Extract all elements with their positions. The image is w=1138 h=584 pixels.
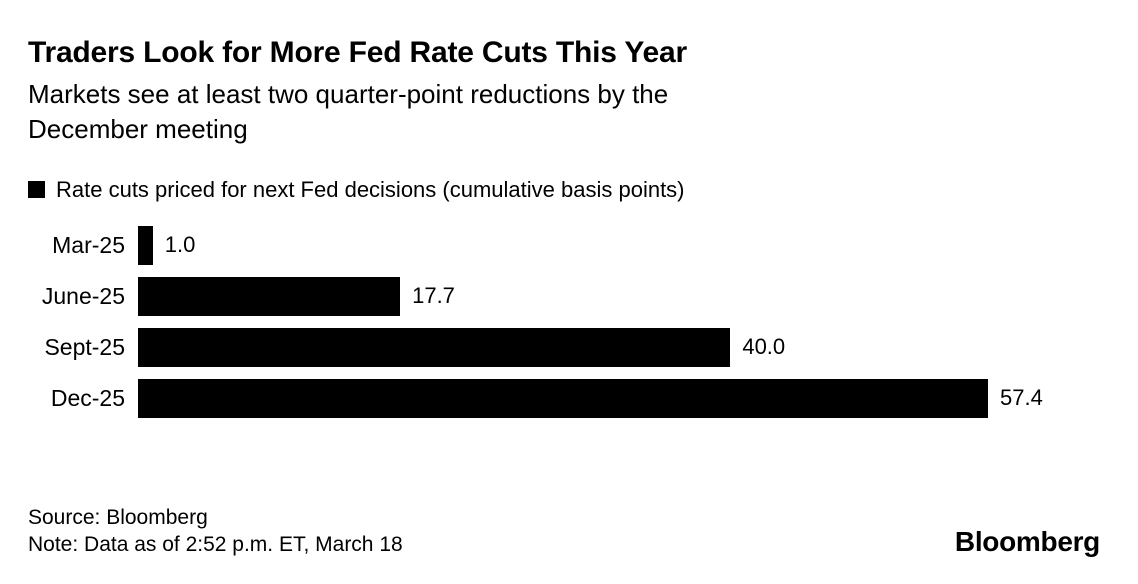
source-line: Source: Bloomberg — [28, 506, 208, 529]
legend-label: Rate cuts priced for next Fed decisions … — [56, 176, 685, 202]
chart-subtitle-line-1: Markets see at least two quarter-point r… — [28, 78, 669, 109]
bar-track: 40.0 — [138, 327, 988, 367]
category-label: Mar-25 — [52, 231, 125, 258]
note-line: Note: Data as of 2:52 p.m. ET, March 18 — [28, 533, 403, 556]
legend: Rate cuts priced for next Fed decisions … — [28, 177, 1110, 203]
chart-subtitle-line-2: December meeting — [28, 113, 248, 144]
bar-track: 17.7 — [138, 276, 988, 316]
bar-row: Sept-25 40.0 — [28, 322, 1110, 373]
bar-row: Dec-25 57.4 — [28, 373, 1110, 424]
value-label: 1.0 — [164, 232, 196, 258]
value-label: 17.7 — [412, 283, 455, 309]
value-label: 40.0 — [742, 334, 786, 360]
category-label: Dec-25 — [50, 384, 125, 411]
bar-sept-25 — [138, 327, 731, 367]
bar-track: 57.4 — [138, 378, 1043, 418]
category-label: Sept-25 — [44, 333, 125, 360]
bar-track: 1.0 — [138, 225, 988, 265]
bar-dec-25 — [138, 378, 988, 418]
chart-subtitle: Markets see at least two quarter-point r… — [28, 77, 1110, 147]
bar-row: Mar-25 1.0 — [28, 220, 1110, 271]
bloomberg-logo: Bloomberg — [954, 526, 1100, 557]
bar-mar-25 — [138, 225, 153, 265]
bar-june-25 — [138, 276, 401, 316]
value-label: 57.4 — [1000, 385, 1043, 411]
bar-row: June-25 17.7 — [28, 271, 1110, 322]
bar-chart: Mar-25 1.0 June-25 17.7 Sept-25 40.0 Dec… — [28, 220, 1110, 424]
footer: Source: Bloomberg Note: Data as of 2:52 … — [28, 504, 1110, 558]
legend-swatch-icon — [28, 181, 45, 199]
chart-title: Traders Look for More Fed Rate Cuts This… — [28, 36, 687, 69]
category-label: June-25 — [41, 282, 125, 309]
